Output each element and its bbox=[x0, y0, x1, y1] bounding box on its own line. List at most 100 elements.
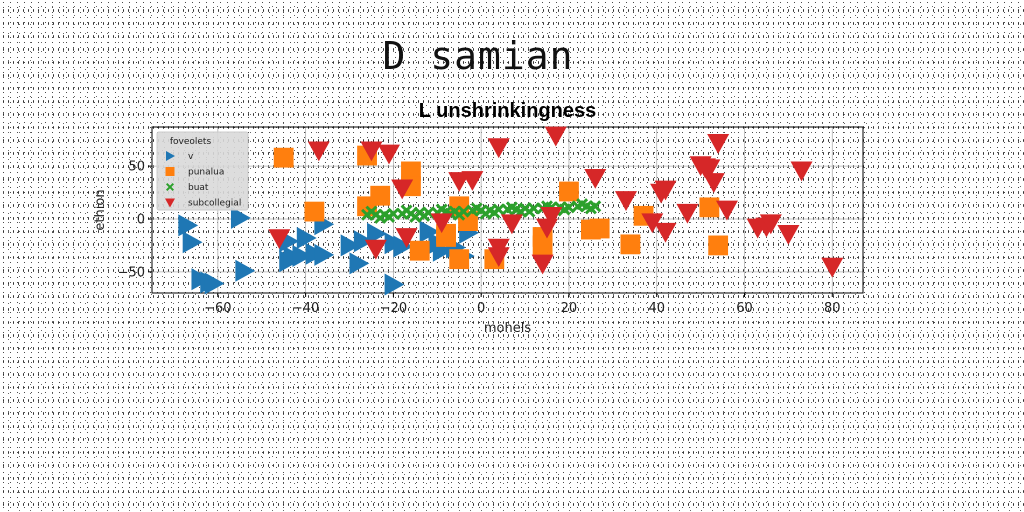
data-point-subcollegial bbox=[654, 180, 677, 201]
data-point-punalua bbox=[370, 185, 391, 206]
x-tick-label: 60 bbox=[736, 301, 753, 316]
data-point-buat bbox=[470, 202, 483, 215]
data-point-punalua bbox=[273, 147, 294, 168]
data-point-subcollegial bbox=[702, 173, 725, 193]
data-point-subcollegial bbox=[777, 224, 800, 245]
data-point-v bbox=[292, 244, 313, 267]
data-point-subcollegial bbox=[715, 200, 738, 221]
data-point-subcollegial bbox=[360, 141, 383, 162]
data-point-subcollegial bbox=[500, 214, 523, 235]
data-point-punalua bbox=[409, 240, 430, 261]
data-point-subcollegial bbox=[378, 144, 400, 165]
data-point-v bbox=[178, 214, 199, 237]
x-tick-label: −20 bbox=[380, 301, 407, 316]
data-point-subcollegial bbox=[307, 141, 330, 162]
data-point-punalua bbox=[559, 181, 579, 202]
data-point-subcollegial bbox=[654, 222, 677, 243]
data-point-subcollegial bbox=[531, 254, 554, 275]
data-point-v bbox=[314, 243, 335, 266]
data-point-v bbox=[296, 227, 317, 250]
x-tick-label: 0 bbox=[477, 301, 485, 316]
data-point-punalua bbox=[532, 235, 553, 256]
y-tick-label: 50 bbox=[128, 160, 145, 175]
data-point-buat bbox=[365, 205, 378, 218]
data-point-punalua bbox=[449, 249, 470, 270]
data-point-punalua bbox=[304, 201, 325, 222]
data-point-subcollegial bbox=[615, 191, 637, 211]
data-point-subcollegial bbox=[698, 159, 721, 180]
x-tick-label: 20 bbox=[561, 301, 578, 316]
data-point-buat bbox=[584, 202, 597, 215]
data-point-v bbox=[204, 272, 225, 295]
data-point-v bbox=[235, 259, 256, 282]
data-point-buat bbox=[435, 203, 448, 216]
data-point-punalua bbox=[436, 227, 456, 247]
legend: foveolets v punalua buat subcollegial bbox=[156, 131, 249, 211]
data-point-punalua bbox=[589, 218, 610, 239]
marks-layer bbox=[178, 126, 844, 296]
legend-label-punalua: punalua bbox=[188, 168, 224, 178]
figure-suptitle: D samian bbox=[382, 34, 574, 78]
data-point-buat bbox=[479, 207, 492, 220]
data-point-subcollegial bbox=[364, 239, 387, 260]
data-point-subcollegial bbox=[790, 161, 813, 182]
data-point-subcollegial bbox=[461, 171, 484, 191]
data-point-subcollegial bbox=[395, 228, 418, 248]
data-point-buat bbox=[409, 210, 422, 223]
data-point-subcollegial bbox=[430, 213, 453, 234]
x-tick-label: 80 bbox=[824, 301, 841, 316]
data-point-subcollegial bbox=[821, 257, 844, 278]
y-tick-label: −50 bbox=[118, 265, 145, 280]
data-point-subcollegial bbox=[544, 126, 567, 147]
legend-marker-v bbox=[166, 151, 175, 161]
x-tick-label: 40 bbox=[648, 301, 665, 316]
series-v bbox=[178, 206, 479, 296]
data-point-subcollegial bbox=[268, 229, 291, 250]
data-point-subcollegial bbox=[759, 214, 782, 235]
data-point-subcollegial bbox=[641, 213, 664, 234]
data-point-subcollegial bbox=[448, 172, 471, 192]
legend-label-subcollegial: subcollegial bbox=[188, 199, 241, 209]
data-point-v bbox=[367, 222, 387, 245]
data-point-v bbox=[384, 273, 405, 296]
x-tick-label: −60 bbox=[204, 301, 231, 316]
data-point-subcollegial bbox=[487, 247, 510, 267]
legend-box bbox=[156, 131, 249, 211]
data-point-subcollegial bbox=[540, 207, 563, 227]
legend-marker-punalua bbox=[165, 167, 175, 176]
legend-label-v: v bbox=[188, 152, 194, 162]
data-point-buat bbox=[523, 205, 536, 218]
data-point-punalua bbox=[699, 197, 720, 218]
data-point-v bbox=[349, 252, 370, 275]
y-tick-label: 0 bbox=[137, 212, 145, 227]
data-point-subcollegial bbox=[707, 134, 730, 154]
series-subcollegial bbox=[268, 126, 844, 278]
data-point-buat bbox=[505, 201, 518, 214]
data-point-buat bbox=[576, 198, 589, 211]
legend-marker-subcollegial bbox=[165, 198, 175, 208]
x-tick-label: −40 bbox=[292, 301, 319, 316]
data-point-subcollegial bbox=[584, 168, 607, 189]
data-point-subcollegial bbox=[487, 138, 510, 159]
data-point-subcollegial bbox=[676, 203, 699, 224]
data-point-punalua bbox=[708, 235, 729, 256]
data-point-subcollegial bbox=[391, 179, 414, 200]
data-point-v bbox=[230, 206, 251, 229]
y-axis-label: ethion bbox=[93, 189, 108, 230]
data-point-buat bbox=[374, 211, 387, 224]
legend-marker-buat bbox=[166, 183, 174, 191]
ticks-layer: −60 −40 −20 0 20 40 60 80 −50 0 50 bbox=[118, 160, 841, 316]
legend-title: foveolets bbox=[170, 137, 212, 147]
data-point-v bbox=[419, 220, 440, 243]
x-axis-label: mohels bbox=[484, 321, 531, 336]
chart-title: L unshrinkingness bbox=[419, 100, 596, 122]
legend-label-buat: buat bbox=[188, 183, 209, 193]
data-point-v bbox=[182, 231, 203, 254]
plot-area-frame bbox=[151, 126, 864, 294]
data-point-buat bbox=[400, 204, 413, 217]
data-point-v bbox=[340, 234, 361, 257]
data-point-v bbox=[353, 230, 374, 253]
data-point-v bbox=[393, 235, 414, 258]
data-point-punalua bbox=[458, 211, 478, 232]
